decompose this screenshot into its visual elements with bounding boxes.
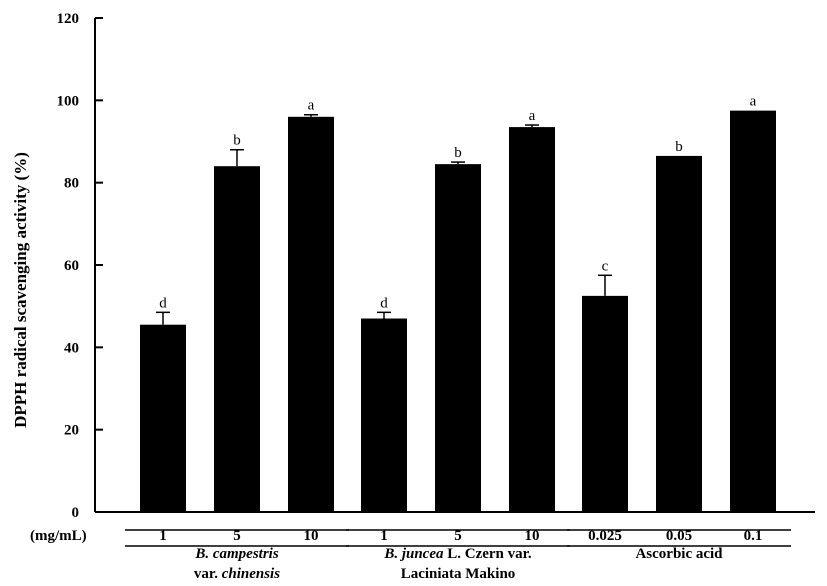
category-label: 0.025 <box>588 528 622 544</box>
bar <box>435 164 481 512</box>
significance-letter: a <box>529 108 536 124</box>
y-tick-label: 120 <box>57 11 80 27</box>
significance-letter: b <box>454 145 462 161</box>
category-label: 10 <box>304 528 319 544</box>
significance-letter: d <box>159 295 167 311</box>
category-label: 0.1 <box>744 528 763 544</box>
significance-letter: b <box>233 133 241 149</box>
group-label-segment: L. Czern var. <box>444 546 532 562</box>
bars <box>140 110 776 513</box>
significance-letter: d <box>380 295 388 311</box>
category-label: 5 <box>233 528 241 544</box>
group-label: Ascorbic acid <box>635 546 723 562</box>
y-axis-label: DPPH radical scavenging activity (%) <box>11 152 30 428</box>
group-label: Laciniata Makino <box>401 566 516 582</box>
y-tick-label: 60 <box>64 258 79 274</box>
y-tick-label: 100 <box>57 93 80 109</box>
category-label: 0.05 <box>666 528 692 544</box>
group-label-segment: B. juncea <box>383 546 444 562</box>
bar <box>509 127 555 512</box>
bar <box>288 116 334 513</box>
y-tick-label: 20 <box>64 423 79 439</box>
unit-label: (mg/mL) <box>30 528 87 544</box>
group-label: var. chinensis <box>194 566 280 582</box>
bar <box>730 110 776 512</box>
group-label-segment: var. <box>194 566 222 582</box>
significance-letter: a <box>308 98 315 114</box>
significance-letter: a <box>750 94 757 110</box>
bar <box>361 318 407 512</box>
category-label: 5 <box>454 528 462 544</box>
group-label-segment: Ascorbic acid <box>635 546 723 562</box>
category-label: 1 <box>380 528 388 544</box>
group-label-segment: B. campestris <box>194 546 278 562</box>
category-label: 10 <box>525 528 540 544</box>
bar <box>140 324 186 512</box>
group-label: B. campestris <box>194 546 278 562</box>
group-label: B. juncea L. Czern var. <box>383 546 532 562</box>
significance-letter: c <box>602 258 609 274</box>
y-tick-label: 80 <box>64 176 79 192</box>
bar <box>582 295 628 512</box>
group-label-segment: Laciniata Makino <box>401 566 516 582</box>
group-label-segment: chinensis <box>222 566 281 582</box>
significance-letter: b <box>675 139 683 155</box>
y-tick-label: 0 <box>72 505 80 521</box>
bar <box>656 155 702 513</box>
bar <box>214 166 260 512</box>
y-tick-label: 40 <box>64 340 79 356</box>
category-label: 1 <box>159 528 167 544</box>
